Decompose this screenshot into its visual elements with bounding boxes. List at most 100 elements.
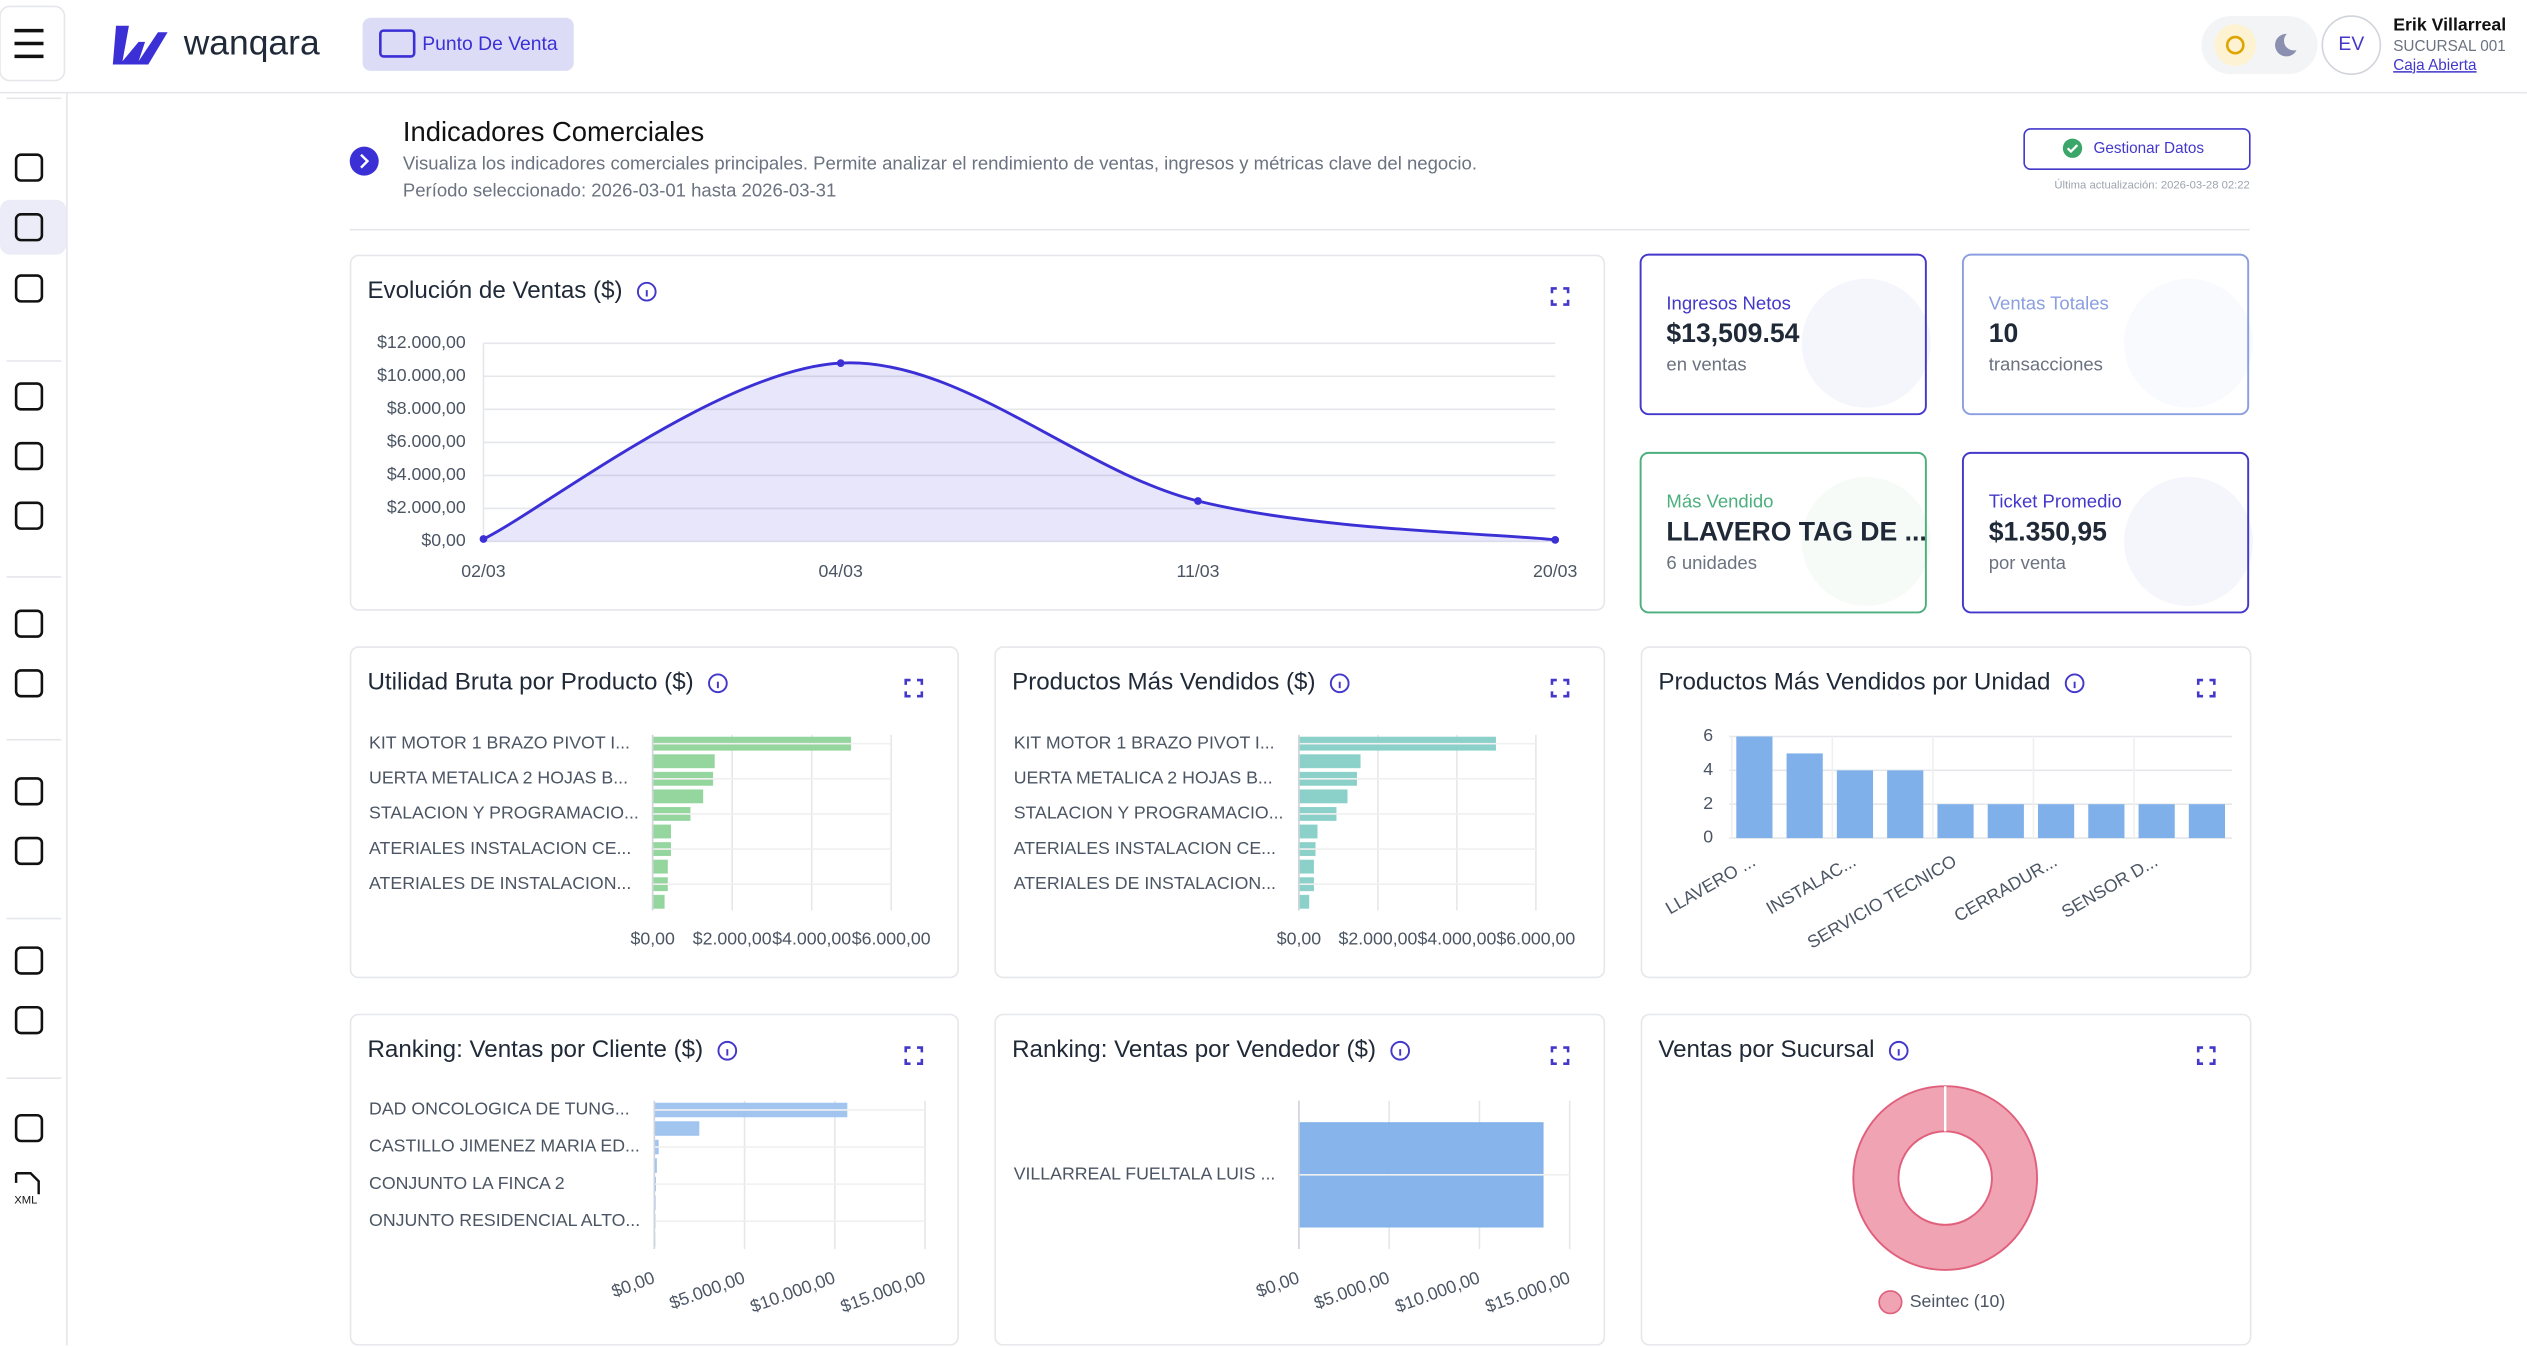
y-tick-label: $2.000,00 <box>387 497 466 517</box>
kpi-card-frame <box>1639 451 1927 614</box>
x-tick-label: $4.000,00 <box>772 928 851 948</box>
x-tick-label: $0,00 <box>1277 928 1321 948</box>
chart-card: Ranking: Ventas por Vendedor ($)$0,00 $5.… <box>994 1013 1606 1346</box>
chart-card-frame <box>1640 1013 2252 1346</box>
expand-button[interactable] <box>1550 1046 1570 1065</box>
kpi-sub: en ventas <box>1666 354 1746 375</box>
sidebar-icon <box>14 153 44 182</box>
kpi-card: Más Vendido LLAVERO TAG DE ... 6 unidades <box>1639 451 1931 614</box>
legend-swatch <box>1878 1290 1903 1315</box>
expand-button[interactable] <box>1550 678 1570 698</box>
y-tick-label: ATERIALES INSTALACION CE... <box>1014 838 1276 858</box>
sidebar-icon <box>14 609 44 638</box>
bar <box>1887 770 1924 839</box>
y-tick-label: $10.000,00 <box>377 365 466 385</box>
bar <box>2088 804 2125 839</box>
y-tick-label: KIT MOTOR 1 BRAZO PIVOT I... <box>369 732 630 752</box>
info-icon-ring <box>1888 1040 1909 1061</box>
kpi-label: Ticket Promedio <box>1989 491 2122 512</box>
sidebar-item[interactable] <box>14 382 44 411</box>
page-title: Indicadores Comerciales <box>403 116 704 147</box>
brand-name: wanqara <box>183 22 320 62</box>
bar <box>651 824 671 839</box>
period: Período seleccionado: 2026-03-01 hasta 2… <box>403 180 836 201</box>
sidebar-item[interactable] <box>14 1005 44 1035</box>
info-icon[interactable] <box>636 281 657 302</box>
manage-data-button[interactable]: Gestionar Datos <box>2023 128 2251 171</box>
sidebar-item[interactable] <box>14 777 44 806</box>
info-icon-ring <box>636 281 657 302</box>
cash-status[interactable]: Caja Abierta <box>2393 57 2477 74</box>
info-icon-ring <box>717 1040 738 1061</box>
brand-logo <box>112 25 168 65</box>
sidebar-item[interactable] <box>14 501 44 530</box>
y-tick-label: $4.000,00 <box>387 464 466 484</box>
sidebar-item[interactable] <box>14 213 44 242</box>
bar <box>651 894 665 909</box>
y-tick-label: STALACION Y PROGRAMACIO... <box>1014 803 1284 823</box>
bar <box>651 754 715 769</box>
sidebar-icon <box>14 501 44 530</box>
kpi-label: Más Vendido <box>1666 491 1773 512</box>
info-icon[interactable] <box>1888 1040 1909 1061</box>
info-icon[interactable] <box>717 1040 738 1061</box>
kpi-card: Ventas Totales 10 transacciones <box>1961 253 2254 416</box>
sidebar-item[interactable] <box>14 669 44 698</box>
info-icon[interactable] <box>2064 673 2085 694</box>
sidebar-icon <box>14 382 44 411</box>
x-tick-label: $6.000,00 <box>852 928 931 948</box>
kpi-card-frame <box>1639 253 1927 416</box>
kpi-sub: por venta <box>1989 552 2067 573</box>
module-label: Punto De Venta <box>422 34 558 55</box>
x-tick-label: $4.000,00 <box>1417 928 1496 948</box>
module-pill[interactable]: Punto De Venta <box>362 17 574 71</box>
y-tick-label: CONJUNTO LA FINCA 2 <box>369 1173 565 1193</box>
donut-slice <box>1853 1086 2037 1270</box>
kpi-label: Ingresos Netos <box>1666 292 1791 313</box>
y-tick-label: 4 <box>1703 759 1713 779</box>
expand-button[interactable] <box>904 678 924 698</box>
chart-card: Utilidad Bruta por Producto ($) $0,00 $2.0… <box>349 646 959 979</box>
bar <box>2138 804 2175 839</box>
chart-card: Productos Más Vendidos ($) $0,00 $2.000,00… <box>994 646 1606 979</box>
chart-title: Productos Más Vendidos por Unidad <box>1658 669 2050 696</box>
user-initials: EV <box>2338 34 2364 55</box>
chart-title: Utilidad Bruta por Producto ($) <box>367 669 693 696</box>
point <box>1194 497 1202 505</box>
info-icon[interactable] <box>1390 1040 1411 1061</box>
info-icon[interactable] <box>708 673 728 694</box>
x-tick-label: 04/03 <box>819 561 863 581</box>
x-tick-label: 20/03 <box>1533 561 1577 581</box>
y-tick-label: 2 <box>1703 793 1713 813</box>
expand-button[interactable] <box>2196 678 2216 698</box>
sidebar-item[interactable] <box>14 836 44 866</box>
sidebar-item[interactable] <box>14 153 44 182</box>
x-tick-label: $6.000,00 <box>1496 928 1575 948</box>
kpi-card-frame <box>1961 253 2250 416</box>
sidebar-icon <box>14 213 44 242</box>
expand-button[interactable] <box>904 1046 924 1065</box>
info-icon-ring <box>708 673 728 694</box>
sidebar-item[interactable] <box>14 1172 40 1195</box>
user-avatar[interactable]: EV <box>2321 15 2382 75</box>
y-tick-label: DAD ONCOLOGICA DE TUNG... <box>369 1099 630 1119</box>
expand-button[interactable] <box>2196 1046 2216 1065</box>
sidebar-item[interactable] <box>14 441 44 471</box>
sidebar-item[interactable] <box>14 1113 44 1143</box>
kpi-sub: 6 unidades <box>1666 552 1757 573</box>
info-icon[interactable] <box>1329 673 1350 694</box>
kpi-value: $13,509.54 <box>1666 318 1799 348</box>
expand-button[interactable] <box>1550 287 1570 306</box>
sidebar-item[interactable] <box>14 274 44 303</box>
sidebar-item[interactable] <box>14 946 44 975</box>
page-description: Visualiza los indicadores comerciales pr… <box>403 152 1477 173</box>
theme-toggle[interactable] <box>2201 16 2318 75</box>
point <box>836 359 845 367</box>
y-tick-label: ATERIALES DE INSTALACION... <box>369 873 631 893</box>
sidebar-item[interactable] <box>14 609 44 638</box>
sidebar <box>0 97 67 1195</box>
menu-button[interactable] <box>0 5 66 82</box>
y-tick-label: STALACION Y PROGRAMACIO... <box>369 803 639 823</box>
chart-title: Ranking: Ventas por Vendedor ($) <box>1012 1036 1376 1063</box>
